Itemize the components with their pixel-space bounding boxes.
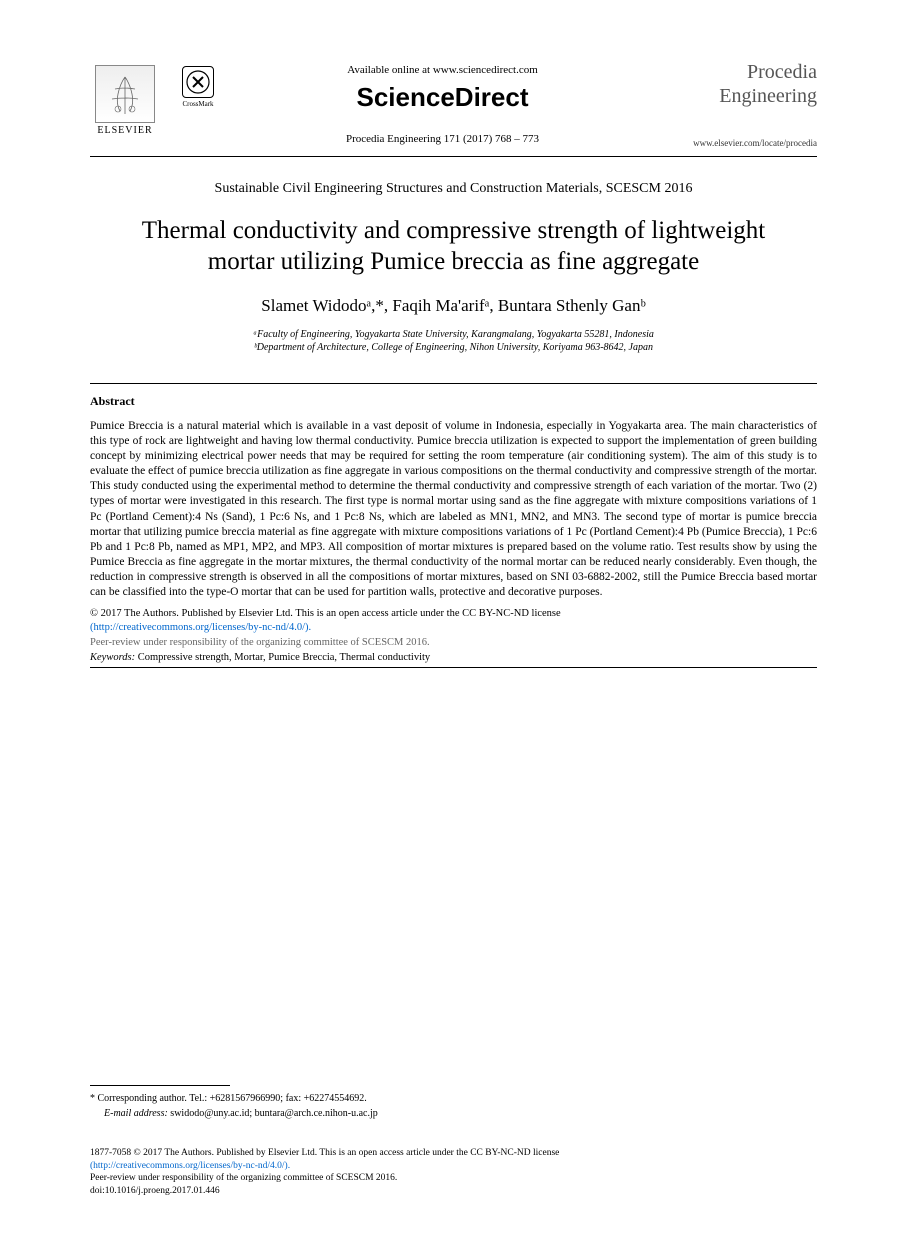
elsevier-tree-icon	[95, 65, 155, 123]
keywords-label: Keywords:	[90, 652, 135, 663]
abstract-top-divider	[90, 383, 817, 384]
elsevier-logo: ELSEVIER	[90, 60, 160, 140]
authors: Slamet Widodoᵃ,*, Faqih Ma'arifᵃ, Buntar…	[90, 296, 817, 316]
corresponding-author: * Corresponding author. Tel.: +628156796…	[90, 1092, 817, 1106]
crossmark-icon	[182, 66, 214, 98]
affiliation-b: ᵇDepartment of Architecture, College of …	[90, 341, 817, 355]
article-title: Thermal conductivity and compressive str…	[90, 215, 817, 278]
elsevier-label: ELSEVIER	[97, 125, 152, 136]
doi: doi:10.1016/j.proeng.2017.01.446	[90, 1186, 220, 1196]
email-line: E-mail address: swidodo@uny.ac.id; bunta…	[90, 1108, 817, 1119]
abstract-bottom-divider	[90, 667, 817, 668]
journal-reference: Procedia Engineering 171 (2017) 768 – 77…	[238, 133, 647, 145]
page-header: ELSEVIER CrossMark Available online at w…	[90, 60, 817, 148]
header-center: Available online at www.sciencedirect.co…	[238, 60, 647, 145]
available-online-text: Available online at www.sciencedirect.co…	[238, 64, 647, 76]
header-left: ELSEVIER CrossMark	[90, 60, 218, 140]
keywords-values: Compressive strength, Mortar, Pumice Bre…	[135, 652, 430, 663]
header-right: Procedia Engineering www.elsevier.com/lo…	[667, 60, 817, 148]
conference-name: Sustainable Civil Engineering Structures…	[90, 181, 817, 197]
keywords-line: Keywords: Compressive strength, Mortar, …	[90, 652, 817, 663]
copyright-block: © 2017 The Authors. Published by Elsevie…	[90, 607, 817, 635]
copyright-text: © 2017 The Authors. Published by Elsevie…	[90, 608, 561, 619]
crossmark-badge[interactable]: CrossMark	[178, 66, 218, 116]
affiliation-a: ᵃFaculty of Engineering, Yogyakarta Stat…	[90, 328, 817, 342]
abstract-body: Pumice Breccia is a natural material whi…	[90, 419, 817, 601]
bottom-peer-review: Peer-review under responsibility of the …	[90, 1173, 397, 1183]
email-addresses: swidodo@uny.ac.id; buntara@arch.ce.nihon…	[168, 1108, 378, 1119]
journal-name-line2: Engineering	[667, 84, 817, 108]
journal-url: www.elsevier.com/locate/procedia	[667, 138, 817, 148]
sciencedirect-logo: ScienceDirect	[238, 82, 647, 113]
page-footer: * Corresponding author. Tel.: +628156796…	[90, 1085, 817, 1198]
header-divider	[90, 156, 817, 157]
journal-name-line1: Procedia	[667, 60, 817, 84]
footnote-divider	[90, 1085, 230, 1086]
license-link[interactable]: (http://creativecommons.org/licenses/by-…	[90, 622, 311, 633]
bottom-copyright: 1877-7058 © 2017 The Authors. Published …	[90, 1147, 817, 1198]
abstract-heading: Abstract	[90, 394, 817, 409]
crossmark-label: CrossMark	[182, 100, 213, 108]
peer-review-text: Peer-review under responsibility of the …	[90, 637, 817, 648]
email-label: E-mail address:	[104, 1108, 168, 1119]
issn-copyright: 1877-7058 © 2017 The Authors. Published …	[90, 1148, 559, 1158]
affiliations: ᵃFaculty of Engineering, Yogyakarta Stat…	[90, 328, 817, 355]
bottom-license-link[interactable]: (http://creativecommons.org/licenses/by-…	[90, 1161, 290, 1171]
